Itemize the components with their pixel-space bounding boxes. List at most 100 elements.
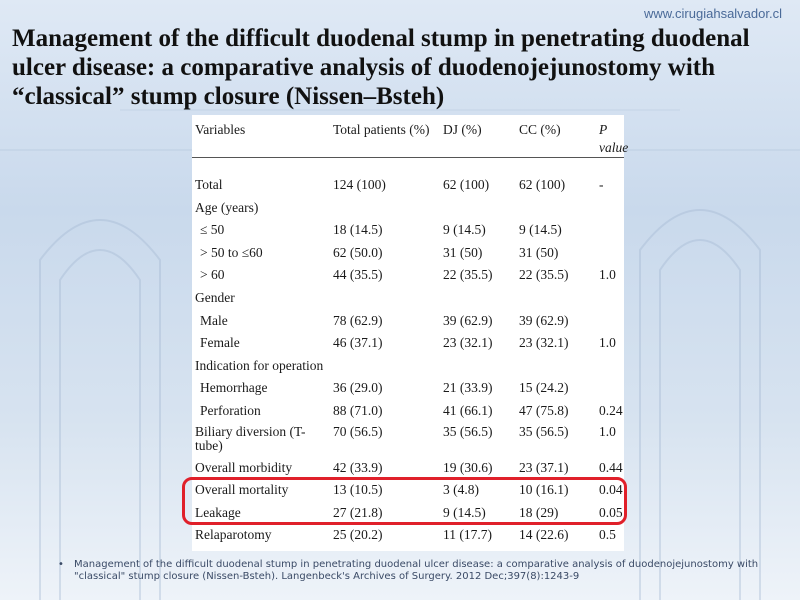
cell-total: 27 (21.8) — [333, 504, 383, 520]
table-row: Perforation 88 (71.0) 41 (66.1) 47 (75.8) 0.… — [192, 402, 624, 425]
cell-total: 18 (14.5) — [333, 222, 383, 238]
table-row: ≤ 50 18 (14.5) 9 (14.5) 9 (14.5) — [192, 221, 624, 244]
cell-p-value: 0.24 — [599, 402, 623, 418]
cell-dj: 23 (32.1) — [443, 335, 493, 351]
column-header-variables: Variables — [192, 121, 330, 158]
cell-dj: 9 (14.5) — [443, 222, 486, 238]
cell-variable: Age (years) — [195, 199, 259, 215]
column-header-p: P value — [596, 121, 628, 158]
table-row: Overall morbidity 42 (33.9) 19 (30.6) 23 (3… — [192, 459, 624, 482]
cell-cc — [516, 289, 596, 312]
cell-cc: 14 (22.6) — [519, 527, 569, 543]
cell-p-value — [596, 244, 624, 267]
comparison-table: Variables Total patients (%) DJ (%) CC (… — [192, 121, 628, 549]
cell-total: 44 (35.5) — [333, 267, 383, 283]
table-row: Male 78 (62.9) 39 (62.9) 39 (62.9) — [192, 312, 624, 335]
cell-dj: 9 (14.5) — [443, 504, 486, 520]
cell-variable: > 50 to ≤60 — [200, 244, 263, 260]
table-body: Total 124 (100) 62 (100) 62 (100) - Age (year… — [192, 176, 624, 549]
cell-p-value — [596, 312, 624, 335]
cell-total: 36 (29.0) — [333, 380, 383, 396]
cell-variable: > 60 — [200, 267, 225, 283]
footnote-bullet: • — [58, 559, 64, 570]
column-header-dj: DJ (%) — [440, 121, 516, 158]
cell-variable: Gender — [195, 289, 235, 305]
site-url[interactable]: www.cirugiahsalvador.cl — [643, 6, 782, 21]
cell-dj: 31 (50) — [443, 244, 483, 260]
cell-total: 42 (33.9) — [333, 459, 383, 475]
cell-cc: 35 (56.5) — [519, 423, 569, 439]
cell-dj: 35 (56.5) — [443, 423, 493, 439]
cell-cc: 15 (24.2) — [519, 380, 569, 396]
cell-dj — [440, 289, 516, 312]
cell-cc: 22 (35.5) — [519, 267, 569, 283]
cell-cc: 23 (37.1) — [519, 459, 569, 475]
cell-dj: 21 (33.9) — [443, 380, 493, 396]
cell-p-value: 0.05 — [599, 504, 623, 520]
cell-p-value: 1.0 — [599, 423, 616, 439]
cell-p-value: 0.44 — [599, 459, 623, 475]
table-header-row: Variables Total patients (%) DJ (%) CC (… — [192, 121, 628, 158]
cell-variable: Indication for operation — [195, 357, 324, 373]
cell-p-value — [596, 221, 624, 244]
cell-dj: 3 (4.8) — [443, 482, 479, 498]
cell-p-value: - — [599, 177, 604, 192]
highlight-box — [182, 477, 627, 525]
table-row: Overall mortality 13 (10.5) 3 (4.8) 10 (16.… — [192, 481, 624, 504]
cell-cc: 23 (32.1) — [519, 335, 569, 351]
cell-total: 13 (10.5) — [333, 482, 383, 498]
cell-variable: Overall mortality — [195, 482, 289, 498]
cell-dj: 39 (62.9) — [443, 312, 493, 328]
table-row: Biliary diversion (T-tube) 70 (56.5) 35 (5… — [192, 423, 624, 459]
cell-cc: 47 (75.8) — [519, 402, 569, 418]
cell-dj: 41 (66.1) — [443, 402, 493, 418]
cell-p-value: 1.0 — [599, 335, 616, 351]
cell-cc — [516, 199, 596, 222]
cell-total: 62 (50.0) — [333, 244, 383, 260]
cell-cc: 62 (100) — [519, 177, 566, 192]
cell-variable: Hemorrhage — [200, 380, 268, 396]
cell-variable: Male — [200, 312, 228, 328]
cell-p-value — [596, 357, 624, 380]
cell-p-value: 0.04 — [599, 482, 623, 498]
cell-cc: 39 (62.9) — [519, 312, 569, 328]
cell-variable: Overall morbidity — [195, 459, 293, 475]
cell-total — [330, 199, 440, 222]
cell-dj: 62 (100) — [443, 177, 490, 192]
cell-cc: 9 (14.5) — [519, 222, 562, 238]
table-row: Relaparotomy 25 (20.2) 11 (17.7) 14 (22.6) 0… — [192, 526, 624, 549]
cell-variable: Relaparotomy — [195, 527, 272, 543]
cell-total — [330, 289, 440, 312]
cell-p-value — [596, 379, 624, 402]
column-header-cc: CC (%) — [516, 121, 596, 158]
table-row: Hemorrhage 36 (29.0) 21 (33.9) 15 (24.2) — [192, 379, 624, 402]
cell-total: 78 (62.9) — [333, 312, 383, 328]
cell-dj — [440, 357, 516, 380]
cell-p-value — [596, 199, 624, 222]
slide-title: Management of the difficult duodenal stu… — [12, 25, 750, 110]
cell-total: 46 (37.1) — [333, 335, 383, 351]
table-row: Total 124 (100) 62 (100) 62 (100) - — [192, 176, 624, 199]
column-header-total: Total patients (%) — [330, 121, 440, 158]
footnote-text: Management of the difficult duodenal stu… — [74, 559, 759, 582]
cell-dj — [440, 199, 516, 222]
table-row: > 50 to ≤60 62 (50.0) 31 (50) 31 (50) — [192, 244, 624, 267]
cell-variable: Perforation — [200, 402, 261, 418]
cell-total: 25 (20.2) — [333, 527, 383, 543]
cell-variable: Female — [200, 335, 240, 351]
cell-dj: 22 (35.5) — [443, 267, 493, 283]
cell-variable: Leakage — [195, 504, 241, 520]
cell-p-value — [596, 289, 624, 312]
cell-cc: 31 (50) — [519, 244, 559, 260]
cell-cc: 10 (16.1) — [519, 482, 569, 498]
cell-variable: Total — [195, 177, 223, 192]
cell-total — [330, 357, 440, 380]
table-row: Gender — [192, 289, 624, 312]
cell-total: 70 (56.5) — [333, 423, 383, 439]
cell-total: 124 (100) — [333, 177, 386, 192]
table-row: Age (years) — [192, 199, 624, 222]
cell-variable: ≤ 50 — [200, 222, 225, 238]
cell-dj: 19 (30.6) — [443, 459, 493, 475]
table-row: Female 46 (37.1) 23 (32.1) 23 (32.1) 1.0 — [192, 334, 624, 357]
cell-p-value: 1.0 — [599, 267, 616, 283]
